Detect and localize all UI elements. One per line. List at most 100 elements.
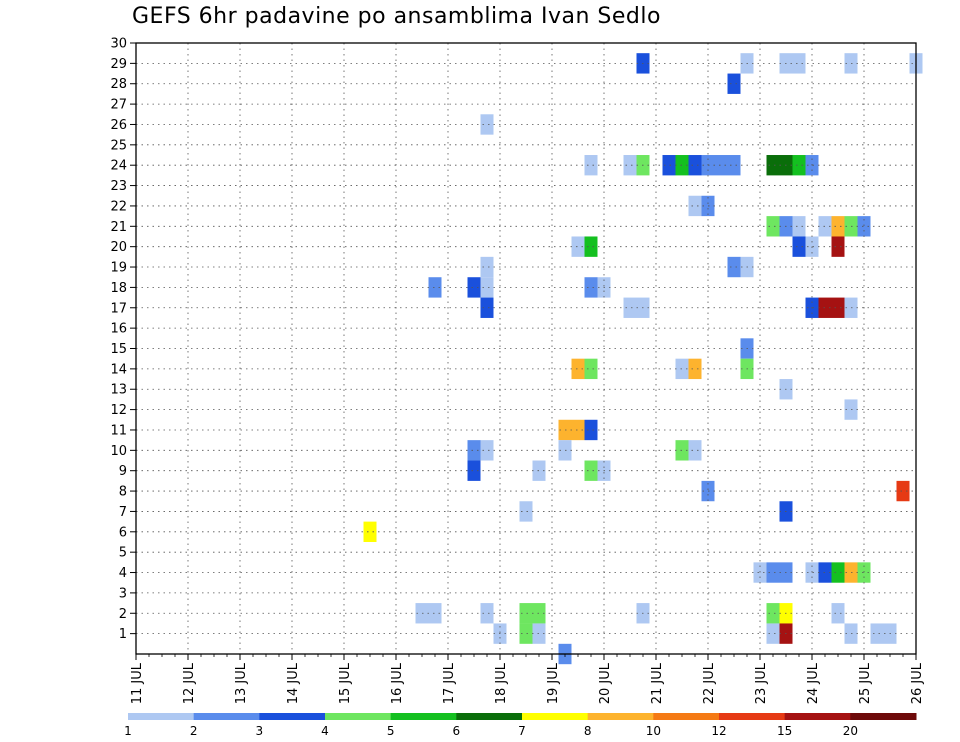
precip-cell <box>792 155 806 176</box>
y-tick-label: 19 <box>110 261 127 276</box>
y-tick-label: 15 <box>110 342 127 357</box>
precip-cell <box>571 236 585 257</box>
precip-cell <box>688 195 702 217</box>
y-tick-label: 28 <box>110 77 127 92</box>
colorbar-swatch <box>719 713 786 720</box>
y-tick-label: 18 <box>110 281 127 296</box>
y-tick-label: 22 <box>110 199 127 214</box>
precip-cell <box>363 521 377 542</box>
colorbar-label: 6 <box>453 724 461 738</box>
data-cells <box>363 53 923 665</box>
x-tick-label: 25 JUL <box>858 662 873 704</box>
colorbar-swatch <box>325 713 392 720</box>
colorbar-swatch <box>587 713 654 720</box>
precip-cell <box>480 297 494 318</box>
y-tick-label: 16 <box>110 322 127 337</box>
y-tick-label: 17 <box>110 301 127 316</box>
colorbar-label: 2 <box>190 724 198 738</box>
colorbar-swatch <box>653 713 720 720</box>
colorbar-label: 12 <box>711 724 726 738</box>
precip-cell <box>571 419 585 441</box>
colorbar-label: 7 <box>518 724 526 738</box>
y-tick-label: 29 <box>110 57 127 72</box>
precip-cell <box>467 440 481 461</box>
grid-lines <box>136 43 916 654</box>
x-tick-label: 16 JUL <box>390 662 405 704</box>
precip-cell <box>792 53 806 74</box>
x-tick-label: 17 JUL <box>442 662 457 704</box>
precip-cell <box>662 155 676 176</box>
precip-cell <box>519 501 533 522</box>
precip-cell <box>831 216 845 237</box>
precip-cell <box>428 603 442 624</box>
x-tick-label: 19 JUL <box>546 662 561 704</box>
precip-cell <box>480 256 494 278</box>
colorbar-swatch <box>390 713 457 720</box>
y-tick-label: 8 <box>119 485 127 500</box>
precip-cell <box>766 603 780 624</box>
x-tick-label: 21 JUL <box>650 662 665 704</box>
colorbar-swatch <box>522 713 589 720</box>
x-tick-label: 26 JUL <box>910 662 925 704</box>
x-tick-label: 24 JUL <box>806 662 821 704</box>
x-tick-label: 14 JUL <box>286 662 301 704</box>
x-tick-label: 18 JUL <box>494 662 509 704</box>
x-tick-label: 12 JUL <box>182 662 197 704</box>
precip-cell <box>519 603 533 624</box>
precip-cell <box>831 603 845 624</box>
y-axis: 1234567891011121314151617181920212223242… <box>110 37 136 642</box>
precip-cell <box>584 236 598 257</box>
y-tick-label: 7 <box>119 505 127 520</box>
colorbar-label: 1 <box>124 724 132 738</box>
precip-cell <box>623 155 637 176</box>
precip-cell <box>688 358 702 380</box>
x-tick-label: 20 JUL <box>598 662 613 704</box>
precip-cell <box>480 114 494 135</box>
precip-cell <box>727 256 741 278</box>
precip-cell <box>766 623 780 644</box>
precip-cell <box>766 216 780 237</box>
precip-cell <box>753 562 767 583</box>
y-tick-label: 2 <box>119 607 127 622</box>
precip-cell <box>623 297 637 318</box>
y-tick-label: 27 <box>110 98 127 113</box>
precip-cell <box>584 358 598 380</box>
colorbar-swatch <box>128 713 195 720</box>
y-tick-label: 12 <box>110 403 127 418</box>
chart-title: GEFS 6hr padavine po ansamblima Ivan Sed… <box>132 4 661 29</box>
precip-cell <box>480 603 494 624</box>
y-tick-label: 9 <box>119 464 127 479</box>
colorbar-swatch <box>259 713 326 720</box>
y-tick-label: 24 <box>110 159 127 174</box>
colorbar-label: 4 <box>321 724 329 738</box>
y-tick-label: 26 <box>110 118 127 133</box>
precip-cell <box>584 155 598 176</box>
precip-cell <box>688 440 702 461</box>
colorbar-label: 3 <box>256 724 264 738</box>
precip-cell <box>584 419 598 441</box>
precip-cell <box>688 155 702 176</box>
precip-cell <box>857 562 871 583</box>
precip-cell <box>428 277 442 298</box>
y-tick-label: 3 <box>119 586 127 601</box>
precip-cell <box>805 562 819 583</box>
x-tick-label: 23 JUL <box>754 662 769 704</box>
colorbar: 1 2 3 4 5 6 7 8 10 12 15 20 <box>124 713 917 738</box>
colorbar-swatch <box>784 713 851 720</box>
precip-cell <box>766 562 780 583</box>
precip-cell <box>571 358 585 380</box>
y-tick-label: 4 <box>119 566 127 581</box>
y-tick-label: 11 <box>110 423 127 438</box>
colorbar-label: 8 <box>584 724 592 738</box>
precip-cell <box>831 236 845 257</box>
precip-cell <box>480 277 494 298</box>
precip-cell <box>519 623 533 644</box>
precip-cell <box>584 277 598 298</box>
precip-cell <box>467 460 481 481</box>
colorbar-label: 15 <box>777 724 792 738</box>
colorbar-swatch <box>850 713 917 720</box>
x-tick-label: 13 JUL <box>234 662 249 704</box>
precip-cell <box>766 155 780 176</box>
precip-cell <box>727 73 741 94</box>
